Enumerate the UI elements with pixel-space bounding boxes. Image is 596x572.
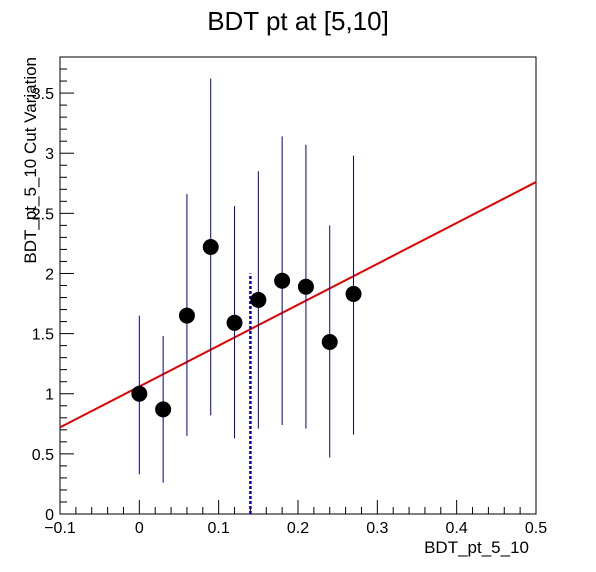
data-point [155, 401, 172, 418]
data-point [297, 278, 314, 295]
error-bar-layer [138, 78, 355, 483]
y-axis: 0 0.5 1 1.5 2 2.5 3 3.5 [32, 56, 74, 524]
fit-layer [59, 181, 537, 429]
y-axis-title-group: BDT_pt_5_10 Cut Variation [21, 57, 40, 264]
data-point [226, 314, 243, 331]
y-tick-label: 2 [45, 266, 54, 283]
x-tick-label: 0.3 [366, 520, 388, 537]
data-point [131, 385, 148, 402]
y-axis-title: BDT_pt_5_10 Cut Variation [21, 57, 40, 264]
data-point [178, 307, 195, 324]
x-tick-label: 0.2 [287, 520, 309, 537]
x-axis: −0.1 0 0.1 0.2 0.3 0.4 0.5 [44, 500, 547, 537]
data-point [345, 285, 362, 302]
x-tick-label: 0.5 [525, 520, 547, 537]
data-point [202, 239, 219, 256]
chart-title: BDT pt at [5,10] [207, 6, 389, 36]
x-tick-label: 0.4 [446, 520, 468, 537]
x-axis-title: BDT_pt_5_10 [424, 538, 529, 557]
y-tick-label: 1 [45, 387, 54, 404]
fit-line [59, 181, 537, 429]
y-tick-label: 0 [45, 507, 54, 524]
point-layer [131, 239, 362, 418]
y-tick-label: 2.5 [32, 206, 54, 223]
x-tick-label: 0.1 [208, 520, 230, 537]
plot-frame [59, 56, 537, 515]
x-tick-label: 0 [135, 520, 144, 537]
y-tick-label: 3 [45, 146, 54, 163]
x-tick-label: −0.1 [44, 520, 76, 537]
y-tick-label: 1.5 [32, 327, 54, 344]
data-point [321, 334, 338, 351]
y-tick-label: 3.5 [32, 86, 54, 103]
data-point [250, 291, 267, 308]
y-tick-label: 0.5 [32, 447, 54, 464]
data-point [274, 272, 291, 289]
